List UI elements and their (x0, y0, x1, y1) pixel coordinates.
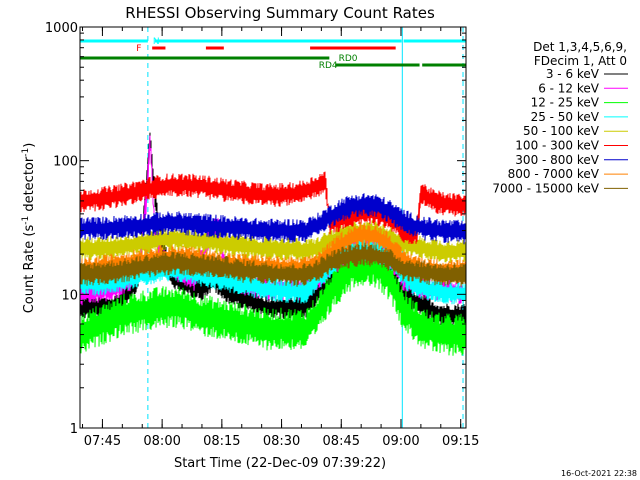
x-tick-label-1: 08:00 (143, 434, 180, 449)
y-tick-label-1: 10 (61, 288, 78, 303)
y-axis-label-mid: detector (22, 156, 37, 216)
y-tick-label-0: 1 (70, 422, 78, 437)
legend-label-4: 50 - 100 keV (523, 124, 600, 138)
chart-title: RHESSI Observing Summary Count Rates (125, 4, 435, 22)
x-tick-label-4: 08:45 (323, 434, 360, 449)
legend-label-8: 7000 - 15000 keV (492, 181, 599, 195)
flag-label-2: RD0 (339, 54, 358, 64)
legend-label-1: 6 - 12 keV (538, 81, 600, 95)
y-axis-label: Count Rate (s-1 detector-1) (21, 143, 37, 314)
x-tick-label-2: 08:15 (203, 434, 240, 449)
y-axis-label-main: Count Rate (s (22, 225, 37, 314)
legend-label-7: 800 - 7000 keV (508, 167, 600, 181)
x-axis-label: Start Time (22-Dec-09 07:39:22) (174, 456, 386, 471)
flag-label-0: N (153, 37, 160, 47)
series-line-8 (80, 242, 466, 287)
legend-label-0: 3 - 6 keV (546, 67, 600, 81)
x-tick-label-5: 09:00 (382, 434, 419, 449)
x-tick-label-0: 07:45 (84, 434, 121, 449)
legend-label-2: 12 - 25 keV (531, 96, 600, 110)
series-line-6 (80, 193, 466, 245)
legend-label-6: 300 - 800 keV (515, 153, 599, 167)
legend: Det 1,3,4,5,6,9,FDecim 1, Att 03 - 6 keV… (492, 40, 628, 195)
timestamp: 16-Oct-2021 22:38 (561, 469, 637, 478)
legend-label-5: 100 - 300 keV (515, 139, 599, 153)
plot-frame (79, 26, 467, 429)
y-axis-label-sup-2: -1 (21, 148, 31, 157)
y-axis-label-end: ) (22, 143, 37, 148)
x-tick-label-3: 08:30 (263, 434, 300, 449)
flag-label-1: F (136, 44, 141, 54)
flag-label-3: RD4 (319, 61, 338, 71)
series-line-5 (80, 171, 466, 244)
series-line-2 (80, 243, 466, 356)
x-tick-label-6: 09:15 (442, 434, 479, 449)
legend-header-0: Det 1,3,4,5,6,9, (533, 40, 627, 54)
y-tick-label-2: 100 (53, 155, 78, 170)
legend-header-1: FDecim 1, Att 0 (534, 54, 627, 68)
legend-label-3: 25 - 50 keV (531, 110, 600, 124)
y-axis-label-sup-1: -1 (21, 216, 31, 225)
y-tick-label-3: 1000 (45, 21, 78, 36)
x-axis: 07:45 08:00 08:15 08:30 08:45 09:00 09:15 (82, 27, 479, 449)
series-lines (80, 132, 466, 356)
y-axis: 1 10 100 1000 (45, 21, 466, 437)
